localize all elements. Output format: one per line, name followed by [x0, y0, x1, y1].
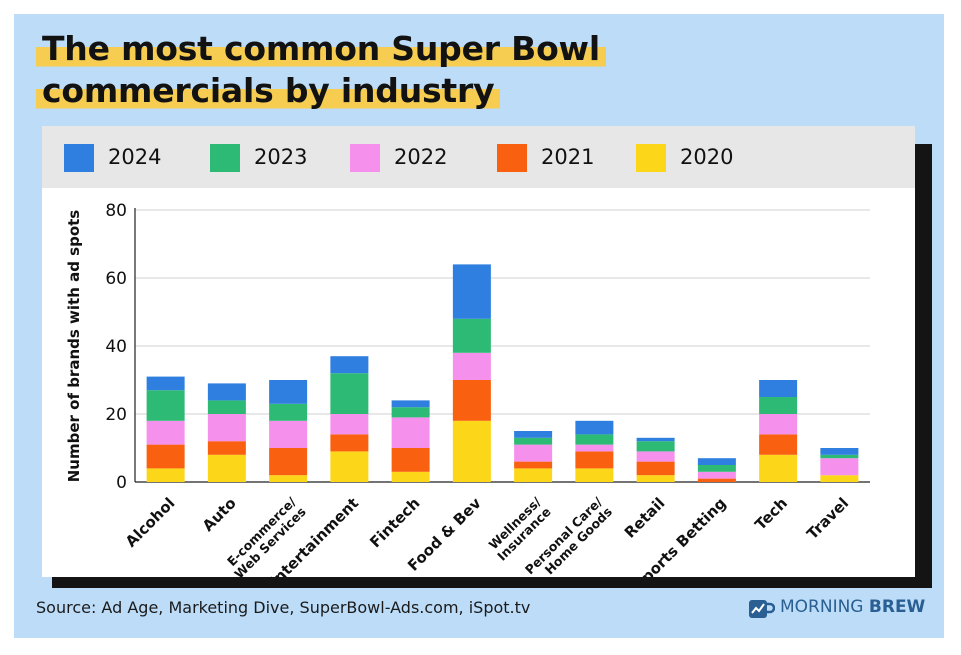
y-tick-label-0: 0: [116, 473, 127, 493]
infographic-frame: The most common Super Bowl commercials b…: [14, 14, 944, 638]
bar-segment-2021-8: [636, 461, 675, 476]
y-tick-label-60: 60: [105, 269, 127, 289]
bar-segment-2022-10: [759, 414, 798, 435]
bar-segment-2024-6: [514, 431, 553, 438]
bar-segment-2024-10: [759, 380, 798, 397]
bar-segment-2022-2: [269, 420, 308, 448]
bar-segment-2021-2: [269, 448, 308, 476]
bar-segment-2020-3: [330, 451, 369, 482]
y-tick-label-80: 80: [105, 201, 127, 221]
y-tick-label-40: 40: [105, 337, 127, 357]
bar-segment-2024-2: [269, 380, 308, 404]
bar-segment-2021-1: [207, 441, 246, 455]
bar-segment-2022-6: [514, 444, 553, 462]
y-axis-label: Number of brands with ad spots: [65, 210, 83, 483]
bar-segment-2021-5: [452, 380, 491, 421]
bar-segment-2020-6: [514, 468, 553, 482]
bar-segment-2023-1: [207, 400, 246, 414]
legend-label-2021: 2021: [541, 145, 595, 169]
brand-word-brew: BREW: [868, 597, 926, 617]
bar-segment-2022-11: [820, 458, 859, 476]
bar-segment-2021-6: [514, 461, 553, 469]
bar-segment-2022-0: [146, 420, 185, 445]
x-tick-label-line: Alcohol: [122, 494, 179, 551]
x-tick-label-8: Retail: [621, 494, 669, 542]
x-tick-label-1: Auto: [199, 494, 240, 535]
bar-segment-2024-9: [697, 458, 736, 465]
bar-segment-2021-10: [759, 434, 798, 455]
x-tick-label-4: Fintech: [366, 494, 423, 551]
bar-segment-2021-4: [391, 448, 430, 472]
x-tick-label-line: Auto: [199, 494, 240, 535]
bar-segment-2022-4: [391, 417, 430, 448]
bar-segment-2023-5: [452, 318, 491, 353]
x-tick-label-line: Tech: [751, 494, 791, 534]
bar-segment-2020-2: [269, 475, 308, 482]
source-note: Source: Ad Age, Marketing Dive, SuperBow…: [36, 598, 531, 617]
bar-segment-2022-5: [452, 352, 491, 380]
bar-segment-2023-0: [146, 390, 185, 421]
x-tick-label-line: Fintech: [366, 494, 423, 551]
legend-label-2022: 2022: [394, 145, 448, 169]
chart-card: 2024 2023 2022 2021 2020 0 20 40 60 80 Number…: [42, 126, 915, 577]
legend-swatch-2020: [636, 144, 666, 172]
x-tick-label-0: Alcohol: [122, 494, 179, 551]
bar-segment-2022-7: [575, 444, 614, 452]
bar-segment-2021-9: [697, 478, 736, 482]
bar-segment-2024-8: [636, 437, 675, 442]
legend-swatch-2022: [350, 144, 380, 172]
bar-segment-2022-8: [636, 451, 675, 462]
legend-label-2024: 2024: [108, 145, 162, 169]
bar-segment-2023-8: [636, 441, 675, 452]
bar-segment-2020-10: [759, 454, 798, 482]
x-tick-label-11: Travel: [803, 494, 852, 543]
bar-segment-2022-3: [330, 414, 369, 435]
bar-segment-2023-2: [269, 403, 308, 421]
bar-segment-2020-11: [820, 475, 859, 482]
chart-title-line-1: The most common Super Bowl: [36, 28, 606, 70]
legend-label-2023: 2023: [254, 145, 308, 169]
brand-word-morning: MORNING: [780, 597, 864, 617]
bar-segment-2023-6: [514, 437, 553, 445]
bar-segment-2024-0: [146, 376, 185, 391]
chart-plot: 0 20 40 60 80 Number of brands with ad spots A…: [65, 201, 870, 577]
legend: 2024 2023 2022 2021 2020: [42, 126, 915, 188]
legend-swatch-2024: [64, 144, 94, 172]
bar-segment-2024-4: [391, 400, 430, 408]
bar-segment-2022-9: [697, 471, 736, 479]
bar-segment-2023-4: [391, 407, 430, 418]
coffee-mug-chart-icon: [749, 600, 775, 618]
legend-swatch-2021: [497, 144, 527, 172]
legend-label-2020: 2020: [680, 145, 734, 169]
bar-segment-2020-5: [452, 420, 491, 482]
bar-segment-2024-1: [207, 383, 246, 401]
y-tick-label-20: 20: [105, 405, 127, 425]
chart-title-line-2: commercials by industry: [36, 70, 501, 112]
bar-segment-2021-7: [575, 451, 614, 469]
x-tick-label-line: Retail: [621, 494, 669, 542]
bar-segment-2020-0: [146, 468, 185, 482]
bar-segment-2020-4: [391, 471, 430, 482]
x-tick-label-10: Tech: [751, 494, 791, 534]
bar-segment-2022-1: [207, 414, 246, 442]
bar-segment-2024-11: [820, 448, 859, 455]
bar-segment-2024-3: [330, 356, 369, 374]
bar-segment-2020-7: [575, 468, 614, 482]
x-tick-label-line: Travel: [803, 494, 852, 543]
bar-segment-2023-7: [575, 434, 614, 445]
bar-segment-2023-9: [697, 465, 736, 472]
bar-segment-2021-3: [330, 434, 369, 452]
bar-segment-2023-10: [759, 397, 798, 414]
bar-segment-2021-0: [146, 444, 185, 469]
bar-segment-2024-5: [452, 264, 491, 319]
bar-segment-2023-3: [330, 373, 369, 414]
bar-segment-2024-7: [575, 420, 614, 435]
legend-swatch-2023: [210, 144, 240, 172]
brand-wordmark: MORNING BREW: [780, 597, 925, 617]
bar-segment-2020-8: [636, 475, 675, 482]
bar-segment-2023-11: [820, 454, 859, 459]
bar-segment-2020-1: [207, 454, 246, 482]
